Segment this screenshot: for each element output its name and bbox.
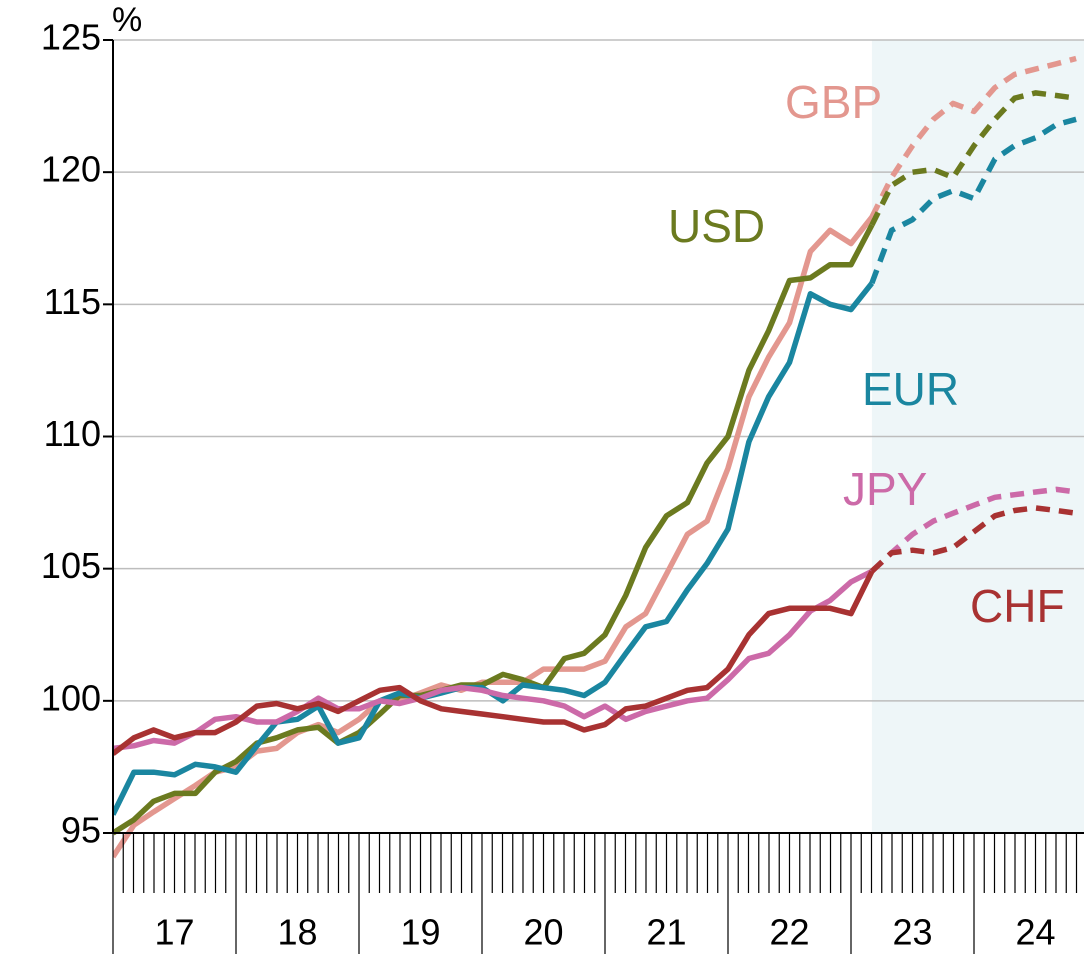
series-line (113, 568, 874, 752)
series-line (113, 223, 875, 836)
series-label: JPY (843, 463, 927, 515)
forecast-line (870, 505, 1077, 574)
x-tick-label: 20 (523, 912, 563, 953)
series-label: CHF (970, 580, 1065, 632)
y-tick-label: 125 (41, 17, 101, 58)
series-label: GBP (785, 76, 882, 128)
x-tick-label: 23 (892, 912, 932, 953)
x-tick-label: 21 (646, 912, 686, 953)
y-tick-label: 110 (44, 413, 101, 454)
series-label: USD (668, 200, 765, 252)
y-tick-label: 95 (61, 810, 101, 851)
x-tick-label: 19 (400, 912, 440, 953)
series-line (113, 215, 875, 859)
y-unit: % (112, 1, 142, 39)
series-line (113, 281, 875, 816)
series-label: EUR (862, 363, 959, 415)
x-tick-label: 24 (1015, 912, 1055, 953)
forecast-line (869, 90, 1077, 227)
y-tick-label: 115 (44, 281, 101, 322)
forecast-line (869, 55, 1077, 219)
forecast-line (870, 486, 1077, 574)
y-tick-label: 105 (41, 545, 101, 586)
y-tick-label: 120 (41, 149, 101, 190)
axes: 95 100 105 110 115 120 125 17 18 19 20 21 22 23 24 (41, 17, 1084, 954)
series-line (113, 570, 875, 756)
x-tick-label: 18 (277, 912, 317, 953)
y-tick-label: 100 (41, 677, 101, 718)
lines (113, 55, 1077, 859)
x-tick-label: 17 (154, 912, 194, 953)
x-tick-label: 22 (769, 912, 809, 953)
forecast-line (869, 116, 1077, 285)
